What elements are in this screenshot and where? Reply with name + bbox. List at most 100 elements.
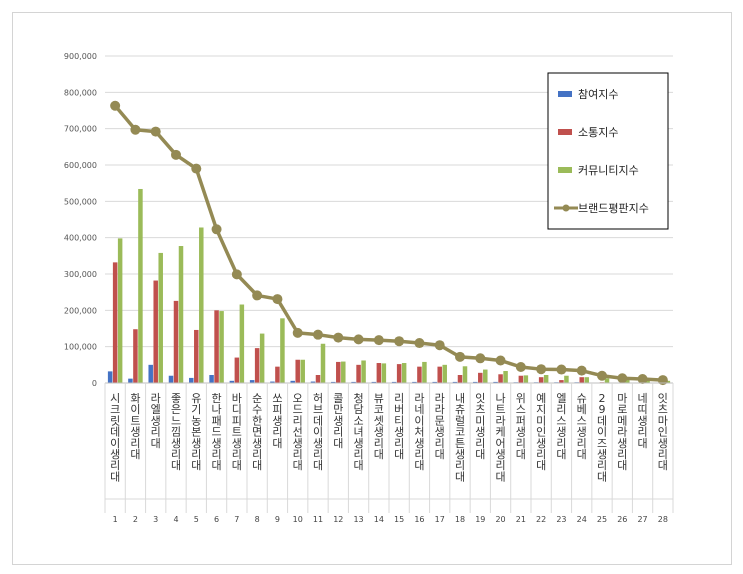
legend-label: 커뮤니티지수 bbox=[578, 164, 639, 177]
bar-참여지수-1 bbox=[107, 371, 113, 383]
point-브랜드평판지수-18 bbox=[455, 351, 465, 362]
bar-소통지수-23 bbox=[559, 380, 564, 383]
bar-참여지수-11 bbox=[310, 381, 316, 383]
x-index-label: 1 bbox=[113, 515, 118, 524]
line-브랜드평판지수 bbox=[113, 104, 663, 382]
bar-소통지수-16 bbox=[417, 366, 422, 383]
point-브랜드평판지수-28 bbox=[657, 375, 668, 386]
bar-커뮤니티지수-10 bbox=[300, 359, 305, 383]
y-tick-label: 400,000 bbox=[64, 234, 97, 243]
x-index-label: 2 bbox=[133, 515, 138, 524]
x-index-label: 20 bbox=[495, 515, 505, 524]
x-index-label: 27 bbox=[637, 515, 647, 524]
brand-index-line bbox=[110, 100, 668, 386]
bar-커뮤니티지수-25 bbox=[604, 378, 610, 383]
legend-swatch bbox=[558, 91, 572, 97]
bar-커뮤니티지수-12 bbox=[341, 361, 346, 383]
point-브랜드평판지수-10 bbox=[292, 327, 303, 338]
bar-참여지수-16 bbox=[412, 381, 417, 383]
point-브랜드평판지수-8 bbox=[252, 290, 263, 301]
bar-커뮤니티지수-1 bbox=[117, 238, 123, 383]
bar-커뮤니티지수-3 bbox=[158, 252, 163, 383]
bar-소통지수-19 bbox=[478, 372, 483, 383]
bar-소통지수-21 bbox=[518, 375, 524, 383]
x-index-label: 7 bbox=[234, 515, 239, 524]
y-tick-label: 700,000 bbox=[64, 125, 97, 134]
bar-커뮤니티지수-21 bbox=[523, 375, 529, 383]
x-index-label: 11 bbox=[313, 515, 323, 524]
bar-소통지수-1 bbox=[112, 262, 118, 383]
bar-커뮤니티지수-18 bbox=[462, 366, 468, 383]
bar-소통지수-7 bbox=[234, 357, 240, 383]
x-index-label: 4 bbox=[173, 515, 178, 524]
legend-label: 브랜드평판지수 bbox=[578, 202, 649, 215]
bar-커뮤니티지수-24 bbox=[584, 377, 589, 383]
bar-커뮤니티지수-5 bbox=[199, 227, 204, 383]
x-index-label: 8 bbox=[255, 515, 260, 524]
bar-커뮤니티지수-19 bbox=[483, 369, 488, 383]
bar-커뮤니티지수-17 bbox=[442, 364, 447, 383]
bar-소통지수-3 bbox=[153, 280, 158, 383]
point-브랜드평판지수-21 bbox=[515, 362, 526, 373]
bar-참여지수-18 bbox=[452, 381, 458, 383]
point-브랜드평판지수-7 bbox=[231, 269, 242, 280]
bar-참여지수-10 bbox=[290, 380, 295, 383]
point-브랜드평판지수-17 bbox=[434, 340, 445, 351]
x-index-label: 26 bbox=[617, 515, 627, 524]
bar-참여지수-5 bbox=[189, 377, 194, 383]
bar-소통지수-20 bbox=[498, 374, 503, 383]
x-index-label: 10 bbox=[293, 515, 303, 524]
point-브랜드평판지수-23 bbox=[556, 364, 567, 375]
bar-소통지수-11 bbox=[315, 375, 321, 383]
x-index-label: 12 bbox=[333, 515, 343, 524]
legend-label: 소통지수 bbox=[578, 126, 618, 139]
point-브랜드평판지수-12 bbox=[333, 332, 344, 343]
bar-커뮤니티지수-14 bbox=[381, 363, 387, 383]
bar-커뮤니티지수-2 bbox=[138, 188, 143, 383]
bar-커뮤니티지수-23 bbox=[564, 375, 569, 383]
bar-소통지수-22 bbox=[538, 377, 544, 383]
y-tick-label: 500,000 bbox=[64, 197, 97, 206]
bars bbox=[107, 188, 671, 383]
bar-참여지수-6 bbox=[209, 375, 214, 383]
bar-소통지수-14 bbox=[376, 363, 382, 383]
bar-참여지수-9 bbox=[270, 381, 275, 383]
bar-커뮤니티지수-16 bbox=[422, 361, 427, 383]
bar-소통지수-6 bbox=[214, 310, 219, 383]
bar-참여지수-7 bbox=[229, 380, 235, 383]
x-index-label: 5 bbox=[194, 515, 199, 524]
point-브랜드평판지수-20 bbox=[495, 355, 506, 366]
point-브랜드평판지수-5 bbox=[191, 163, 202, 174]
y-tick-label: 0 bbox=[92, 379, 97, 388]
bar-커뮤니티지수-6 bbox=[219, 311, 224, 383]
point-브랜드평판지수-2 bbox=[130, 124, 141, 135]
chart-canvas: 0 100,000 200,000 300,000 400,000 500,000 600,… bbox=[64, 52, 674, 524]
x-index-label: 16 bbox=[414, 515, 424, 524]
bar-소통지수-8 bbox=[254, 348, 260, 383]
point-브랜드평판지수-19 bbox=[475, 353, 486, 364]
point-브랜드평판지수-26 bbox=[617, 373, 628, 384]
point-브랜드평판지수-11 bbox=[313, 329, 323, 340]
point-브랜드평판지수-14 bbox=[373, 335, 384, 346]
bar-커뮤니티지수-7 bbox=[239, 304, 245, 383]
x-index-label: 15 bbox=[394, 515, 404, 524]
bar-소통지수-24 bbox=[579, 377, 584, 383]
point-브랜드평판지수-1 bbox=[110, 100, 121, 111]
